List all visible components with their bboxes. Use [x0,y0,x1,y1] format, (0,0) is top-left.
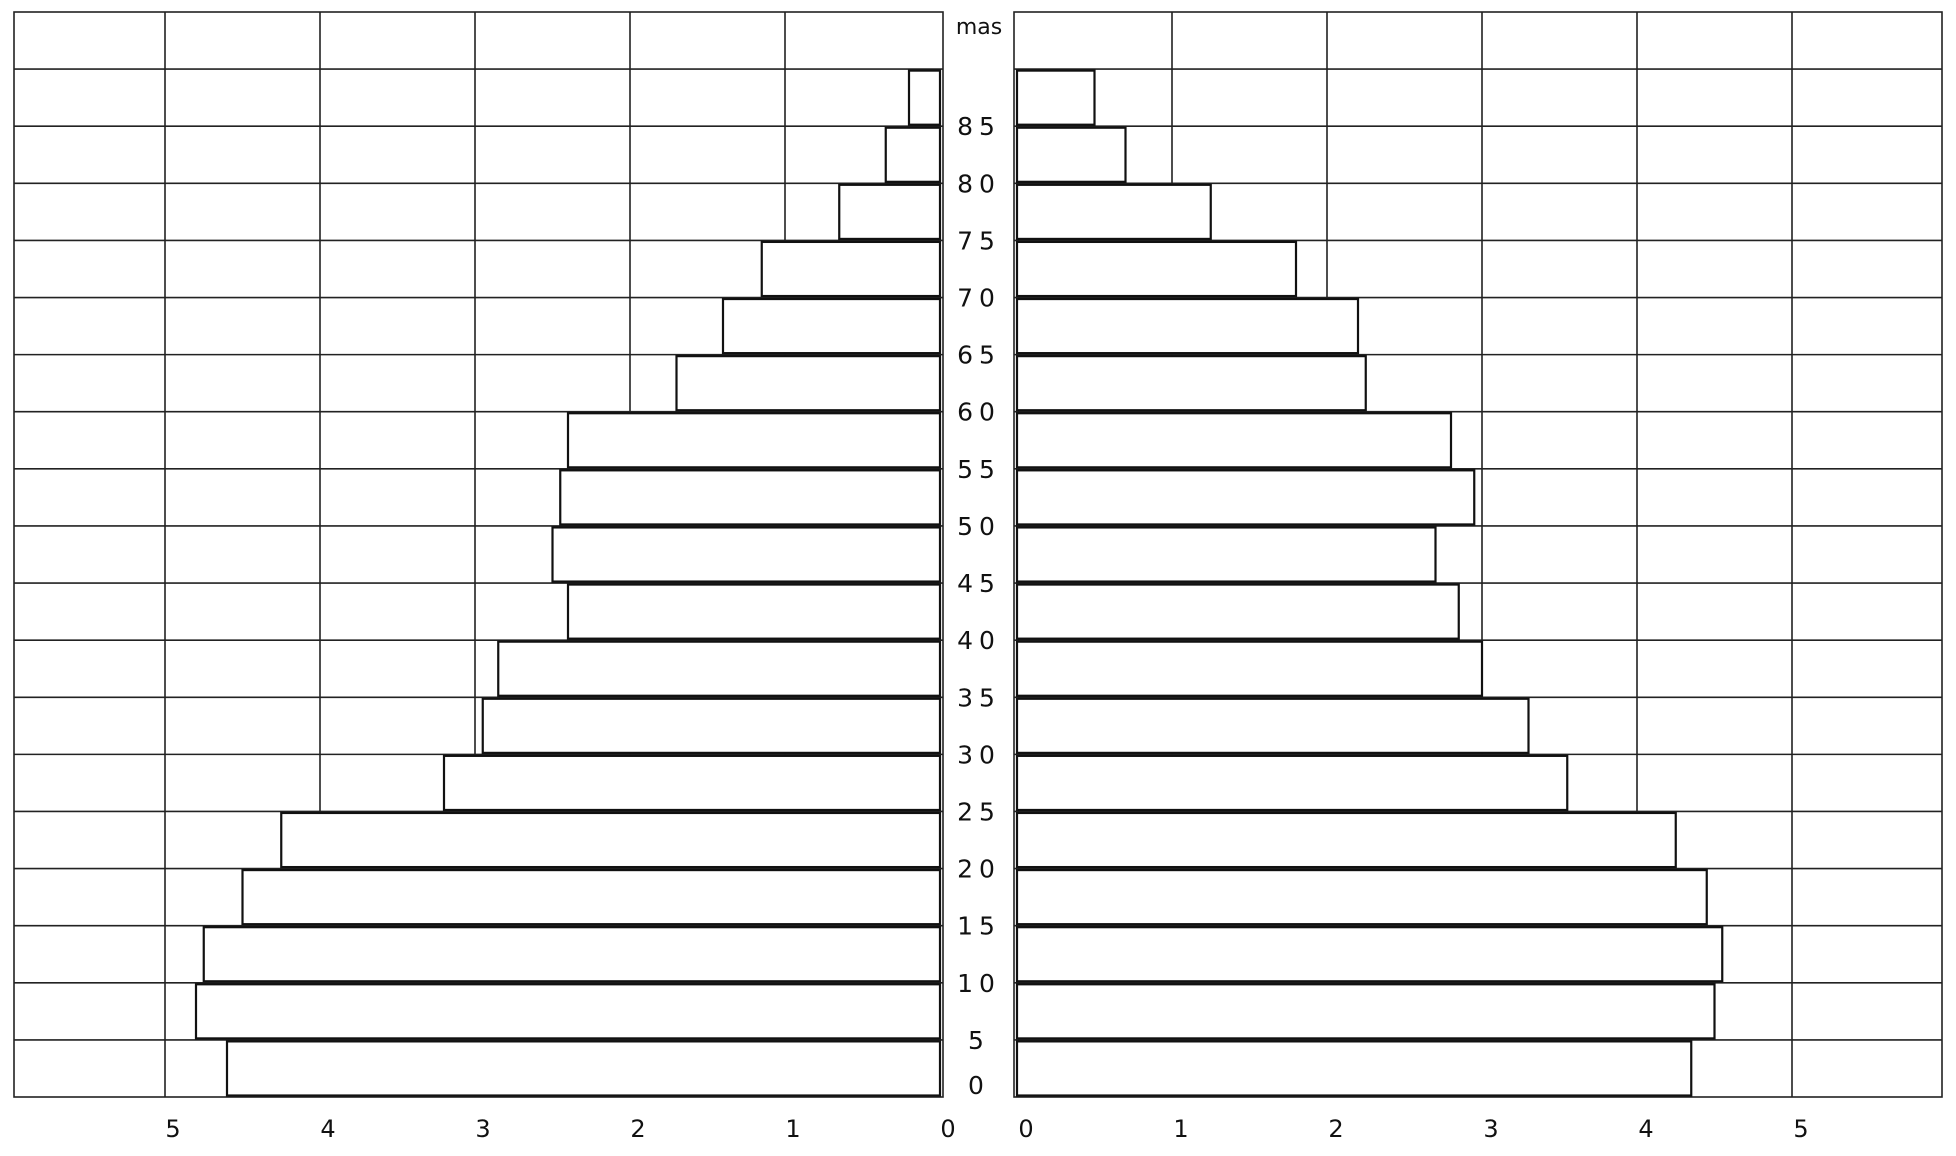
age-label: 60 [957,398,1001,427]
age-label: 70 [957,284,1001,313]
age-labels: 0 5 10 15 20 25 30 35 40 45 50 55 60 65 70 75 80 85 mas [956,15,1002,1100]
age-label: 35 [957,683,1001,712]
age-label: 5 [968,1026,990,1055]
left-axis-tick: 4 [320,1115,335,1143]
right-axis-tick: 4 [1638,1115,1653,1143]
right-bar-35 [1015,640,1484,697]
left-axis-ticks: 5 4 3 2 1 0 [165,1115,955,1143]
left-bar-0 [225,1040,942,1097]
left-bar-55 [566,412,942,469]
right-axis-tick: 0 [1018,1115,1033,1143]
right-bar-30 [1015,697,1530,754]
right-bar-25 [1015,754,1569,812]
age-label: 10 [957,969,1001,998]
left-axis-tick: 3 [475,1115,490,1143]
age-label: 80 [957,169,1001,198]
left-axis-tick: 2 [630,1115,645,1143]
right-axis-tick: 1 [1173,1115,1188,1143]
right-bar-45 [1015,526,1437,583]
right-axis-tick: 5 [1793,1115,1808,1143]
age-label: 55 [957,455,1001,484]
right-bar-80 [1015,126,1127,183]
right-bar-70 [1015,240,1298,298]
age-label: 15 [957,912,1001,941]
right-bar-15 [1015,868,1708,926]
age-label: 25 [957,797,1001,826]
right-bar-10 [1015,926,1724,983]
right-bar-40 [1015,583,1460,640]
age-label: 45 [957,569,1001,598]
right-bar-50 [1015,469,1476,526]
age-label: 20 [957,855,1001,884]
left-axis-tick: 0 [940,1115,955,1143]
left-bar-35 [497,640,942,697]
age-label: mas [956,15,1002,40]
right-bar-20 [1015,811,1677,869]
left-panel-frame [13,11,944,1098]
right-panel-frame [1013,11,1943,1098]
left-bar-20 [280,811,942,869]
right-axis-ticks: 0 1 2 3 4 5 [1018,1115,1808,1143]
right-axis-tick: 2 [1328,1115,1343,1143]
right-bar-55 [1015,412,1453,469]
left-bar-40 [566,583,942,640]
left-bar-70 [760,240,942,298]
right-axis-tick: 3 [1483,1115,1498,1143]
left-bar-65 [721,297,942,355]
left-bar-10 [202,926,942,983]
right-bar-5 [1015,983,1716,1040]
left-bar-45 [551,526,942,583]
right-bar-60 [1015,355,1367,412]
left-bar-80 [884,126,942,183]
age-label: 0 [968,1071,990,1100]
age-label: 85 [957,112,1001,141]
right-bar-75 [1015,183,1212,241]
left-bar-5 [194,983,942,1040]
age-label: 50 [957,512,1001,541]
right-bar-85 [1015,69,1096,126]
left-bar-25 [442,754,942,812]
left-bar-60 [675,355,942,412]
right-panel [1013,11,1943,1098]
left-panel [13,11,944,1098]
age-label: 40 [957,626,1001,655]
left-bar-85 [907,69,942,126]
left-bar-75 [838,183,942,241]
left-bar-15 [241,868,942,926]
right-bar-65 [1015,297,1360,355]
left-axis-tick: 5 [165,1115,180,1143]
age-label: 65 [957,341,1001,370]
left-bar-50 [559,469,942,526]
left-axis-tick: 1 [785,1115,800,1143]
right-bar-0 [1015,1040,1693,1097]
left-bar-30 [481,697,942,754]
age-label: 30 [957,740,1001,769]
age-label: 75 [957,226,1001,255]
